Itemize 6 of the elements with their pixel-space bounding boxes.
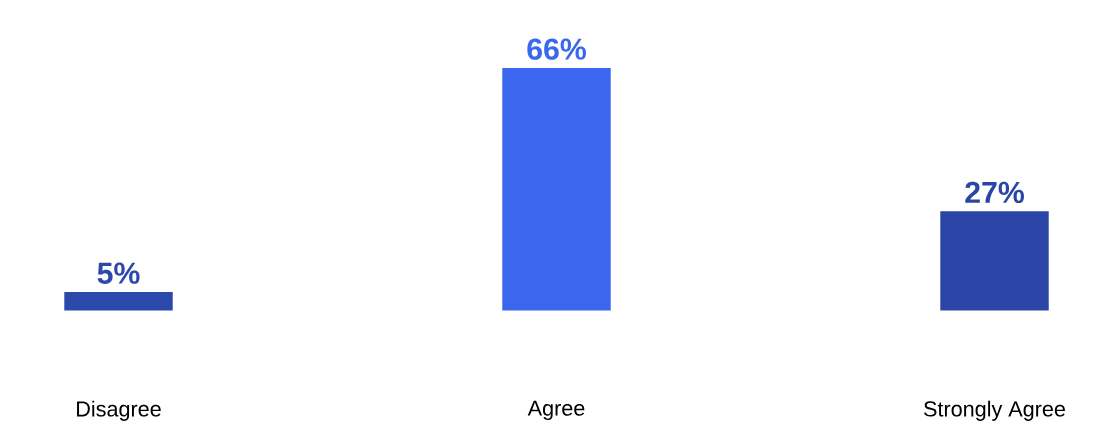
- data-label: 66%: [527, 38, 586, 60]
- x-tick-label: Disagree: [77, 400, 161, 421]
- x-tick-label: Agree: [527, 400, 585, 420]
- x-tick-label: Strongly Agree: [924, 400, 1065, 421]
- data-label: 27%: [965, 181, 1024, 203]
- data-label: 5%: [97, 262, 140, 284]
